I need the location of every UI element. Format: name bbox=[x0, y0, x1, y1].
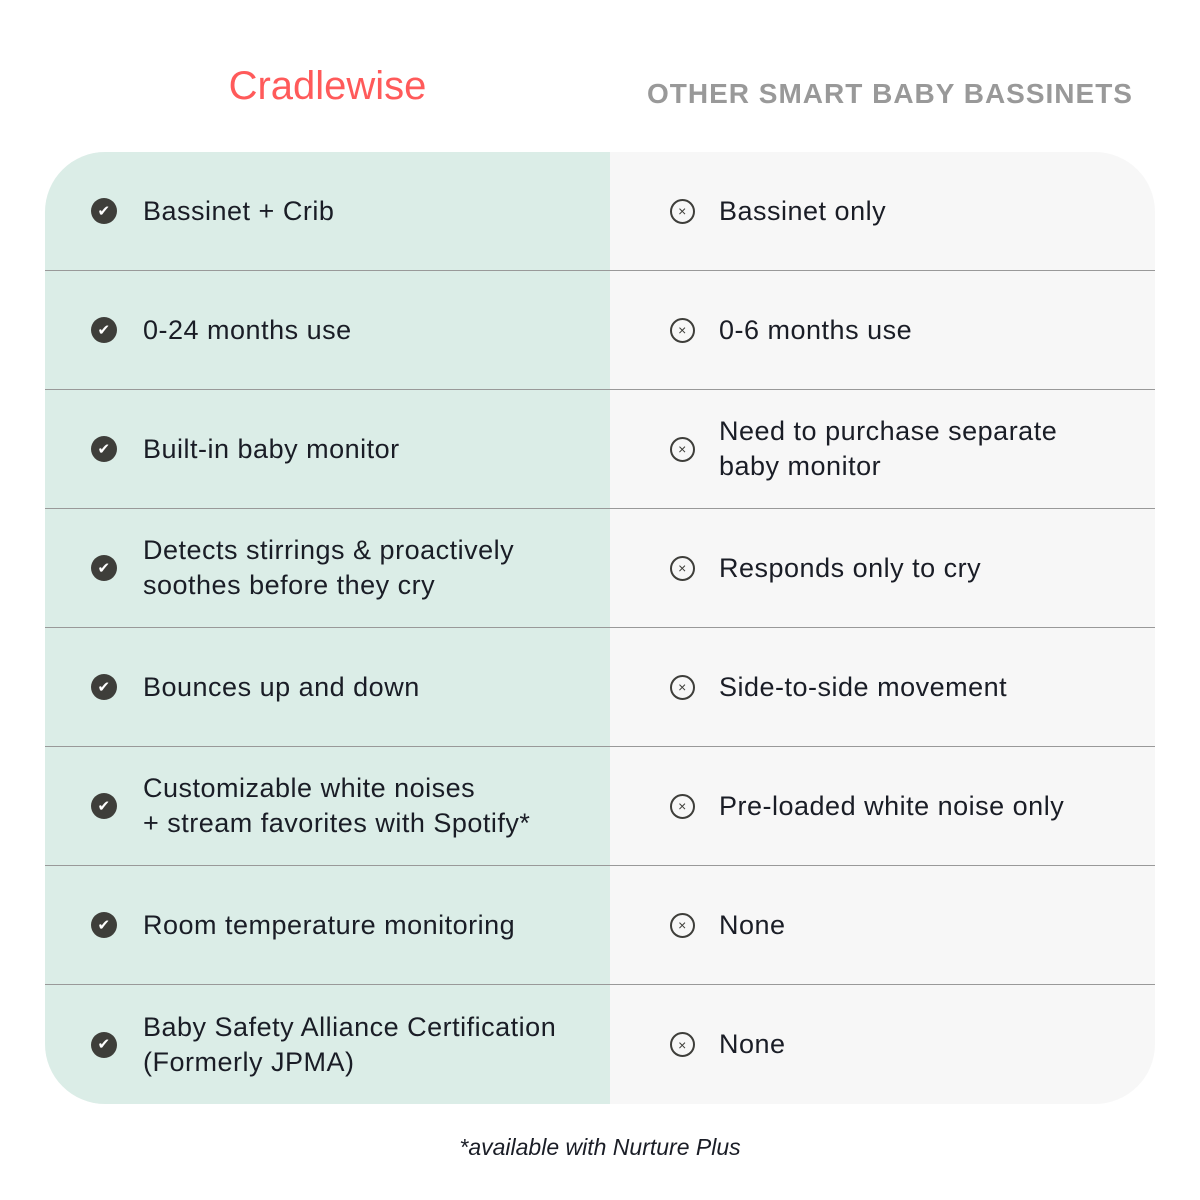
other-feature: None bbox=[719, 909, 786, 940]
check-circle-icon: ✔ bbox=[91, 1031, 117, 1058]
x-circle-icon: × bbox=[670, 674, 695, 700]
comparison-row: ✔ Customizable white noises + stream favo… bbox=[45, 747, 1155, 866]
comparison-row: ✔ 0-24 months use × 0-6 months use bbox=[45, 271, 1155, 390]
x-circle-icon: × bbox=[670, 436, 695, 462]
cradlewise-feature: Bounces up and down bbox=[143, 671, 420, 702]
x-circle-icon: × bbox=[670, 793, 695, 819]
cradlewise-feature: 0-24 months use bbox=[143, 314, 352, 345]
x-circle-icon: × bbox=[670, 1032, 695, 1057]
cradlewise-cell: ✔ Customizable white noises + stream favo… bbox=[45, 747, 610, 865]
comparison-row: ✔ Bounces up and down × Side-to-side movem… bbox=[45, 628, 1155, 747]
cradlewise-feature: Room temperature monitoring bbox=[143, 909, 516, 940]
cradlewise-feature: Customizable white noises + stream favor… bbox=[143, 773, 531, 838]
other-cell: × None bbox=[610, 866, 1155, 984]
x-circle-icon: × bbox=[670, 912, 695, 938]
other-feature: Pre-loaded white noise only bbox=[719, 790, 1065, 821]
check-circle-icon: ✔ bbox=[91, 793, 117, 819]
other-feature: Responds only to cry bbox=[719, 552, 982, 583]
comparison-row: ✔ Baby Safety Alliance Certification (For… bbox=[45, 985, 1155, 1104]
comparison-row: ✔ Detects stirrings & proactively soothes… bbox=[45, 509, 1155, 628]
other-feature: Need to purchase separate baby monitor bbox=[719, 416, 1058, 481]
x-circle-icon: × bbox=[670, 555, 695, 581]
other-cell: × 0-6 months use bbox=[610, 271, 1155, 389]
other-cell: × Pre-loaded white noise only bbox=[610, 747, 1155, 865]
other-cell: × None bbox=[610, 985, 1155, 1104]
other-cell: × Side-to-side movement bbox=[610, 628, 1155, 746]
other-heading: OTHER SMART BABY BASSINETS bbox=[647, 78, 1133, 109]
check-circle-icon: ✔ bbox=[91, 317, 117, 343]
cradlewise-cell: ✔ 0-24 months use bbox=[45, 271, 610, 389]
cradlewise-cell: ✔ Detects stirrings & proactively soothes… bbox=[45, 509, 610, 627]
other-feature: Side-to-side movement bbox=[719, 671, 1008, 702]
other-feature: 0-6 months use bbox=[719, 314, 913, 345]
other-cell: × Bassinet only bbox=[610, 152, 1155, 270]
other-feature: Bassinet only bbox=[719, 195, 887, 226]
cradlewise-feature: Bassinet + Crib bbox=[143, 195, 335, 226]
cradlewise-cell: ✔ Bassinet + Crib bbox=[45, 152, 610, 270]
check-circle-icon: ✔ bbox=[91, 674, 117, 700]
check-circle-icon: ✔ bbox=[91, 198, 117, 224]
footnote: *available with Nurture Plus bbox=[459, 1134, 741, 1160]
comparison-row: ✔ Bassinet + Crib × Bassinet only bbox=[45, 152, 1155, 271]
other-cell: × Responds only to cry bbox=[610, 509, 1155, 627]
cradlewise-cell: ✔ Bounces up and down bbox=[45, 628, 610, 746]
check-circle-icon: ✔ bbox=[91, 436, 117, 462]
comparison-row: ✔ Built-in baby monitor × Need to purchase… bbox=[45, 390, 1155, 509]
cradlewise-cell: ✔ Built-in baby monitor bbox=[45, 390, 610, 508]
comparison-row: ✔ Room temperature monitoring × None bbox=[45, 866, 1155, 985]
cradlewise-feature: Baby Safety Alliance Certification (Form… bbox=[143, 1011, 557, 1077]
x-circle-icon: × bbox=[670, 317, 695, 343]
other-cell: × Need to purchase separate baby monitor bbox=[610, 390, 1155, 508]
other-feature: None bbox=[719, 1029, 786, 1059]
cradlewise-cell: ✔ Baby Safety Alliance Certification (For… bbox=[45, 985, 610, 1104]
brand-heading: Cradlewise bbox=[228, 64, 427, 108]
comparison-table: ✔ Bassinet + Crib × Bassinet only ✔ 0-24 mon… bbox=[45, 152, 1155, 1104]
cradlewise-feature: Detects stirrings & proactively soothes … bbox=[143, 535, 515, 600]
check-circle-icon: ✔ bbox=[91, 555, 117, 581]
cradlewise-cell: ✔ Room temperature monitoring bbox=[45, 866, 610, 984]
cradlewise-feature: Built-in baby monitor bbox=[143, 433, 400, 464]
x-circle-icon: × bbox=[670, 198, 695, 224]
check-circle-icon: ✔ bbox=[91, 912, 117, 938]
